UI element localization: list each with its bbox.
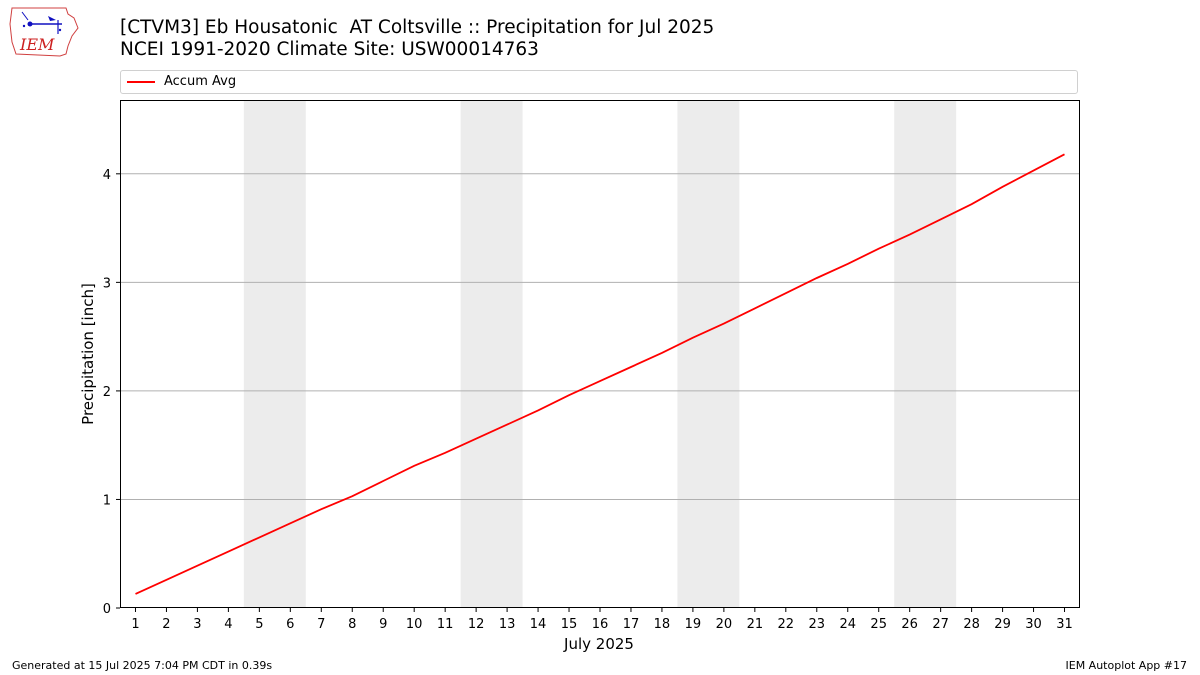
x-tick-label-9: 9 (379, 617, 387, 632)
x-tick-label-16: 16 (592, 617, 609, 632)
logo-text: IEM (19, 35, 55, 54)
x-tick-label-11: 11 (437, 617, 454, 632)
chart-title: [CTVM3] Eb Housatonic AT Coltsville :: P… (120, 17, 715, 38)
x-tick-label-1: 1 (131, 617, 139, 632)
y-tick-label-3: 3 (103, 276, 111, 291)
x-tick-label-12: 12 (468, 617, 485, 632)
plot-frame (120, 100, 1080, 608)
x-tick-label-14: 14 (530, 617, 547, 632)
x-tick-label-5: 5 (255, 617, 263, 632)
series-line-accum-avg (135, 153, 1065, 595)
x-tick-label-3: 3 (193, 617, 201, 632)
footer-generated: Generated at 15 Jul 2025 7:04 PM CDT in … (12, 659, 273, 672)
chart-legend: Accum Avg (120, 70, 1078, 94)
x-tick-label-15: 15 (561, 617, 578, 632)
chart-subtitle: NCEI 1991-2020 Climate Site: USW00014763 (120, 39, 539, 60)
iem-logo: IEM (9, 7, 79, 57)
x-tick-label-17: 17 (623, 617, 640, 632)
x-tick-label-21: 21 (747, 617, 764, 632)
legend-label-accum-avg: Accum Avg (164, 74, 237, 89)
y-tick-label-1: 1 (103, 493, 111, 508)
x-tick-label-19: 19 (685, 617, 702, 632)
x-tick-label-10: 10 (406, 617, 423, 632)
y-tick-label-2: 2 (103, 385, 111, 400)
x-tick-label-2: 2 (162, 617, 170, 632)
x-tick-label-24: 24 (839, 617, 856, 632)
x-tick-label-29: 29 (994, 617, 1011, 632)
x-tick-label-20: 20 (716, 617, 733, 632)
x-tick-label-25: 25 (870, 617, 887, 632)
x-tick-label-28: 28 (963, 617, 980, 632)
x-tick-label-23: 23 (809, 617, 826, 632)
x-tick-label-30: 30 (1025, 617, 1042, 632)
weather-station-icon (21, 11, 62, 34)
x-tick-label-4: 4 (224, 617, 232, 632)
x-tick-label-6: 6 (286, 617, 294, 632)
y-tick-label-4: 4 (103, 168, 111, 183)
weekend-band-4 (894, 100, 957, 608)
weekend-band-1 (243, 100, 306, 608)
weekend-band-2 (460, 100, 523, 608)
x-tick-label-27: 27 (932, 617, 949, 632)
x-tick-label-31: 31 (1056, 617, 1073, 632)
y-axis-label: Precipitation [inch] (79, 283, 97, 425)
x-tick-label-18: 18 (654, 617, 671, 632)
legend-swatch-accum-avg (127, 81, 155, 83)
x-tick-label-26: 26 (901, 617, 918, 632)
x-tick-label-13: 13 (499, 617, 516, 632)
x-axis-label: July 2025 (563, 635, 634, 653)
x-tick-label-22: 22 (778, 617, 795, 632)
x-tick-label-8: 8 (348, 617, 356, 632)
weekend-band-3 (677, 100, 740, 608)
x-tick-label-7: 7 (317, 617, 325, 632)
y-tick-label-0: 0 (103, 602, 111, 617)
footer-app: IEM Autoplot App #17 (1065, 659, 1188, 672)
iowa-outline-icon (9, 7, 79, 57)
